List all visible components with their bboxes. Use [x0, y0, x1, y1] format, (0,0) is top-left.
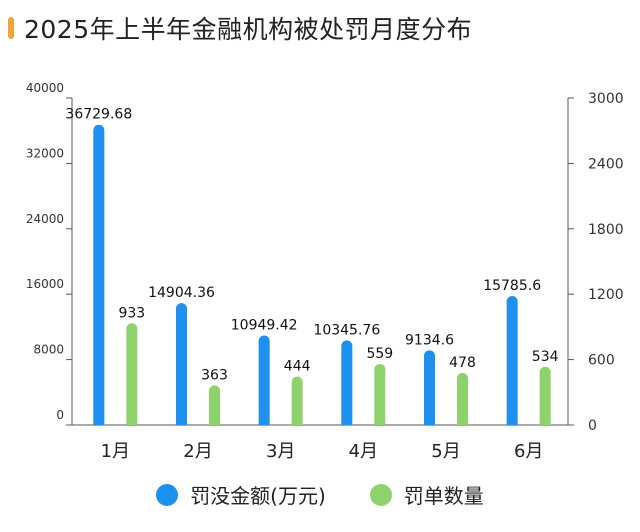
x-tick-label: 1月 [101, 441, 130, 462]
bar-amount [341, 340, 353, 425]
left-tick-label: 16000 [26, 277, 64, 291]
data-label-amount: 36729.68 [65, 107, 132, 123]
right-axis: 0 600 1200 1800 2400 3000 [567, 91, 624, 434]
legend-dot-amount [156, 483, 179, 506]
data-label-amount: 15785.6 [483, 278, 541, 294]
chart-title: 2025年上半年金融机构被处罚月度分布 [24, 15, 473, 44]
legend-item-amount[interactable]: 罚没金额(万元) [156, 480, 326, 509]
bar-amount [176, 303, 187, 425]
bar-count [209, 385, 220, 425]
legend-item-count[interactable]: 罚单数量 [369, 480, 484, 509]
left-tick-label: 32000 [26, 146, 64, 160]
data-label-count: 363 [201, 367, 228, 383]
title-accent-bar [8, 17, 14, 39]
legend: 罚没金额(万元) 罚单数量 [0, 480, 640, 509]
data-label-amount: 14904.36 [148, 285, 215, 301]
data-label-count: 478 [449, 355, 476, 371]
data-label-amount: 10949.42 [231, 317, 298, 333]
bar-amount [93, 124, 105, 426]
left-tick-label: 0 [56, 408, 64, 422]
chart-svg: 0 8000 16000 24000 32000 40000 0 600 1200 1800 24… [26, 81, 624, 462]
bar-amount [506, 295, 518, 425]
plot-area: 36729.68 933 1月 14904.36 363 2月 10949.42 444 3月 1… [65, 107, 568, 462]
data-label-amount: 9134.6 [405, 332, 454, 348]
right-tick-label: 600 [588, 353, 615, 369]
bar-count [374, 364, 386, 425]
left-tick-label: 40000 [26, 81, 64, 95]
left-axis: 0 8000 16000 24000 32000 40000 [26, 81, 73, 426]
data-label-amount: 10345.76 [313, 322, 380, 338]
legend-dot-count [369, 483, 392, 506]
data-label-count: 559 [366, 346, 393, 362]
bar-amount [258, 335, 270, 425]
right-tick-label: 2400 [588, 156, 624, 172]
right-tick-label: 0 [588, 418, 597, 434]
data-label-count: 534 [532, 349, 559, 365]
left-tick-label: 24000 [26, 212, 64, 226]
right-tick-label: 1200 [588, 287, 624, 303]
x-tick-label: 2月 [183, 441, 212, 462]
bar-count [539, 366, 551, 425]
bar-count [126, 323, 138, 425]
left-tick-label: 8000 [33, 343, 64, 357]
legend-label-count: 罚单数量 [403, 484, 484, 508]
x-tick-label: 3月 [266, 441, 295, 462]
x-tick-label: 6月 [514, 441, 543, 462]
bar-amount [424, 350, 435, 425]
legend-label-amount: 罚没金额(万元) [190, 484, 326, 508]
bar-count [457, 372, 468, 425]
x-tick-label: 4月 [349, 441, 378, 462]
bar-count [291, 376, 303, 425]
data-label-count: 933 [118, 305, 145, 321]
x-tick-label: 5月 [431, 441, 460, 462]
right-tick-label: 1800 [588, 222, 624, 238]
title-block: 2025年上半年金融机构被处罚月度分布 [8, 6, 472, 50]
right-tick-label: 3000 [588, 91, 624, 107]
data-label-count: 444 [284, 359, 311, 375]
